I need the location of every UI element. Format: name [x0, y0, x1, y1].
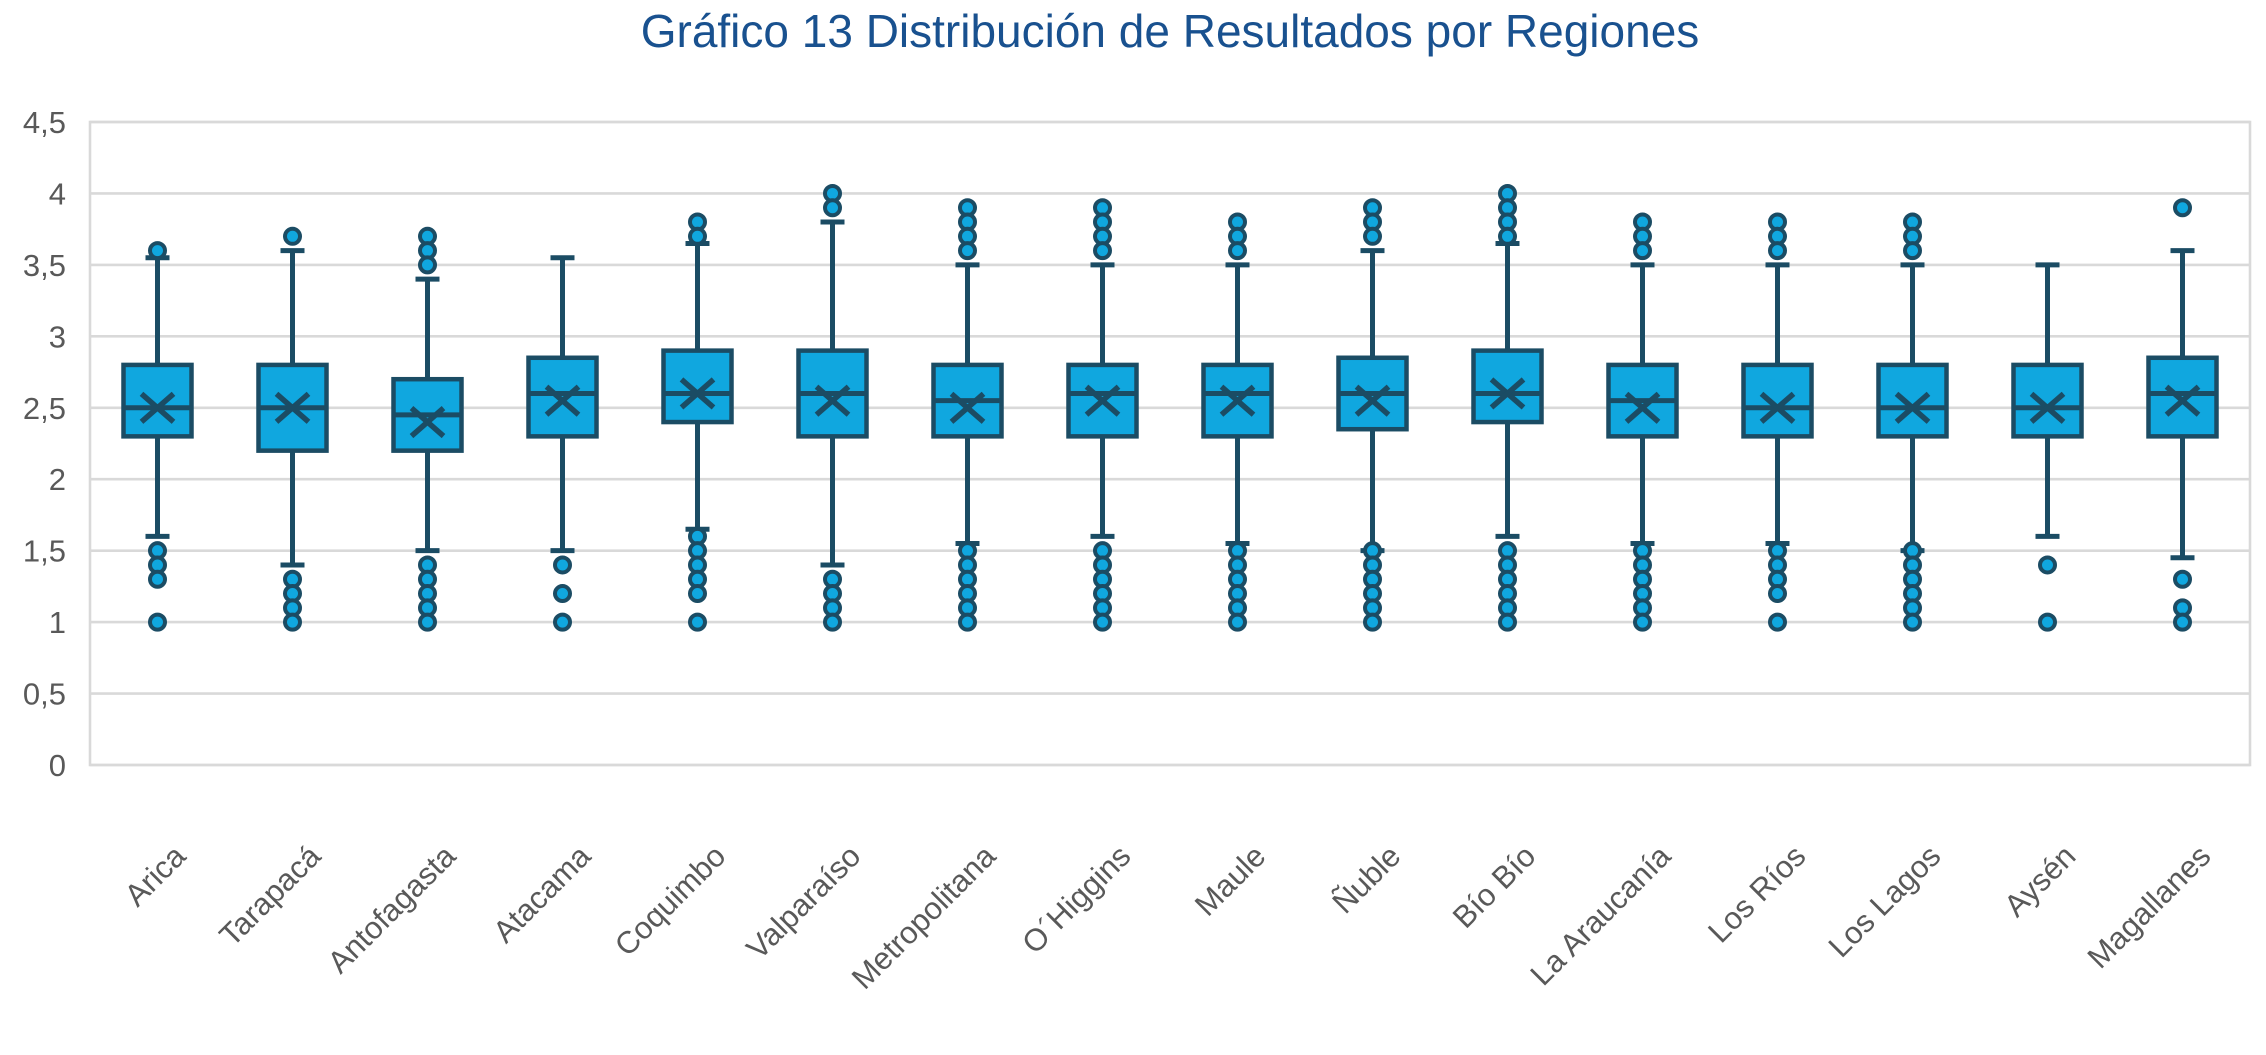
outlier-dot [283, 612, 302, 632]
outlier-dot [1363, 612, 1382, 632]
mean-x-marker [2164, 384, 2201, 417]
mean-x-marker [1084, 384, 1121, 417]
mean-x-marker [814, 384, 851, 417]
outlier-dot [823, 612, 842, 632]
x-axis-label: Arica [118, 838, 193, 913]
box [1471, 348, 1544, 425]
outlier-dot [688, 226, 707, 246]
outlier-dot [1633, 612, 1652, 632]
outlier-dot [1228, 241, 1247, 261]
outlier-dot [2173, 198, 2192, 218]
plot-border [88, 120, 2252, 767]
outlier-dot [418, 255, 437, 275]
x-axis-label: Ñuble [1325, 838, 1407, 920]
outlier-dot [283, 226, 302, 246]
x-axis-label: Metropolitana [845, 838, 1003, 996]
outlier-dot [1633, 241, 1652, 261]
mean-x-marker [2029, 391, 2066, 424]
y-axis-tick-label: 2,5 [23, 391, 66, 426]
x-axis-label: Magallanes [2081, 838, 2218, 975]
outlier-dot [148, 612, 167, 632]
mean-x-marker [1894, 391, 1931, 424]
box [121, 362, 194, 439]
mean-x-marker [1624, 391, 1661, 424]
box [1876, 362, 1949, 439]
x-axis-label: Antofagasta [321, 838, 463, 980]
y-axis-tick-label: 2 [49, 462, 66, 497]
outlier-dot [148, 569, 167, 589]
outlier-dot [1363, 226, 1382, 246]
x-axis-label: Bío Bío [1446, 838, 1543, 935]
outlier-dot [553, 555, 572, 575]
x-axis-label: Los Lagos [1822, 838, 1948, 964]
mean-x-marker [274, 391, 311, 424]
outlier-dot [1768, 584, 1787, 604]
x-axis-label: O´Higgins [1015, 838, 1137, 960]
box [1741, 362, 1814, 439]
y-axis-tick-label: 3,5 [23, 248, 66, 283]
mean-x-marker [949, 391, 986, 424]
outlier-dot [1768, 612, 1787, 632]
box [661, 348, 734, 425]
outlier-dot [1093, 612, 1112, 632]
outlier-dot [688, 612, 707, 632]
outlier-dot [2173, 569, 2192, 589]
y-axis-tick-label: 0,5 [23, 677, 66, 712]
outlier-dot [823, 198, 842, 218]
mean-x-marker [1354, 384, 1391, 417]
y-axis-tick-label: 1,5 [23, 534, 66, 569]
mean-x-marker [409, 405, 446, 439]
mean-x-marker [679, 377, 716, 410]
outlier-dot [1768, 241, 1787, 261]
x-axis-label: Aysén [1997, 838, 2082, 923]
mean-x-marker [139, 391, 176, 424]
outlier-dot [1903, 241, 1922, 261]
y-axis-tick-label: 0 [49, 748, 66, 783]
x-axis-label: Tarapacá [213, 838, 328, 953]
outlier-dot [1228, 612, 1247, 632]
y-axis-tick-label: 3 [49, 319, 66, 354]
outlier-dot [2173, 612, 2192, 632]
mean-x-marker [544, 384, 581, 417]
outlier-dot [148, 241, 167, 261]
outlier-dot [1498, 226, 1517, 246]
x-axis-label: Valparaíso [740, 838, 868, 966]
x-axis-label: Coquimbo [608, 838, 733, 963]
outlier-dot [958, 612, 977, 632]
x-axis-label: Atacama [486, 838, 598, 950]
outlier-dot [553, 612, 572, 632]
x-axis-label: La Araucanía [1524, 838, 1678, 992]
y-axis-tick-label: 4,5 [23, 105, 66, 140]
outlier-dot [2038, 612, 2057, 632]
mean-x-marker [1219, 384, 1256, 417]
x-axis-label: Maule [1188, 838, 1272, 922]
chart-title: Gráfico 13 Distribución de Resultados po… [640, 5, 1700, 57]
outlier-dot [1903, 612, 1922, 632]
outlier-dot [1498, 612, 1517, 632]
outlier-dot [553, 584, 572, 604]
mean-x-marker [1759, 391, 1796, 424]
outlier-dot [958, 241, 977, 261]
outlier-dot [1093, 241, 1112, 261]
y-axis-tick-label: 4 [49, 176, 66, 211]
outlier-dot [2038, 555, 2057, 575]
x-axis-label: Los Ríos [1701, 838, 1812, 949]
y-axis-tick-label: 1 [49, 605, 66, 640]
outlier-dot [688, 584, 707, 604]
outlier-dot [418, 612, 437, 632]
mean-x-marker [1489, 377, 1526, 410]
box [2011, 362, 2084, 439]
